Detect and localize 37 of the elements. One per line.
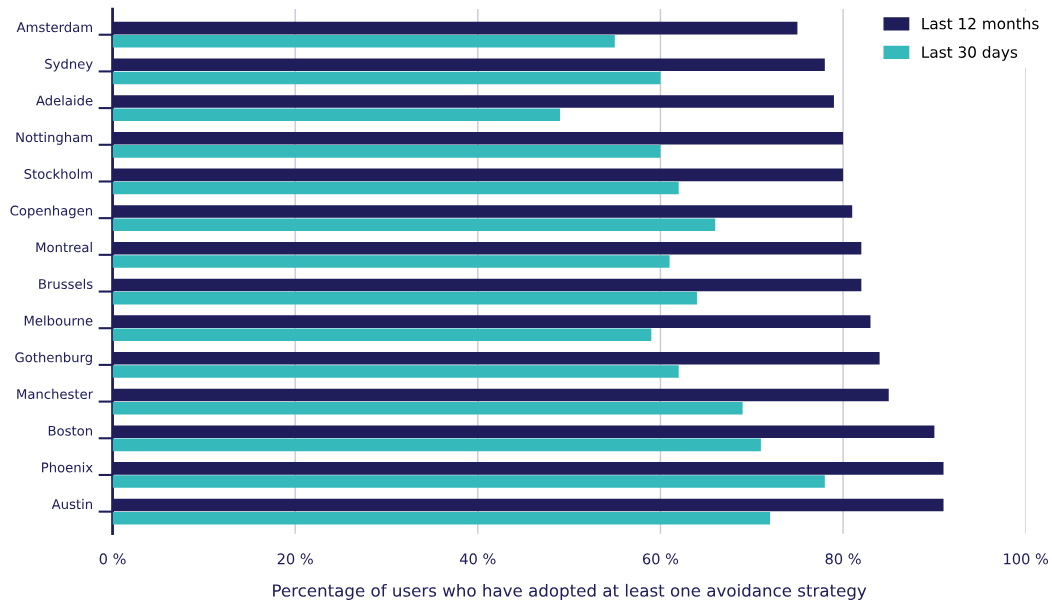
bar — [112, 108, 560, 121]
x-tick-label: 100 % — [1004, 553, 1049, 565]
legend-label: Last 12 months — [922, 17, 1039, 30]
y-tick-label: Phoenix — [42, 462, 93, 473]
bar — [112, 35, 615, 48]
x-tick-label: 0 % — [99, 553, 126, 565]
y-tick-label: Manchester — [17, 388, 94, 400]
bar — [112, 255, 670, 268]
bar — [112, 475, 825, 488]
legend-label: Last 30 days — [922, 46, 1018, 61]
x-tick-label: 80 % — [825, 553, 861, 565]
y-tick-label: Nottingham — [16, 132, 92, 145]
y-tick-label: Austin — [51, 498, 92, 510]
bar — [112, 365, 679, 378]
y-tick-label: Brussels — [39, 278, 93, 289]
x-tick-label: 20 % — [277, 553, 313, 565]
bar — [112, 218, 716, 232]
y-tick-label: Stockholm — [24, 168, 92, 179]
bar — [112, 511, 771, 525]
bar — [112, 438, 761, 452]
y-tick-label: Gothenburg — [15, 352, 92, 365]
y-tick-label: Amsterdam — [16, 21, 92, 33]
x-tick-label: 40 % — [460, 553, 496, 565]
x-axis-title: Percentage of users who have adopted at least one avoidance strategy — [273, 583, 867, 601]
bar — [112, 291, 697, 305]
y-tick-label: Montreal — [36, 242, 92, 253]
bar — [112, 71, 661, 85]
y-tick-label: Sydney — [45, 58, 93, 72]
y-tick-label: Copenhagen — [10, 205, 92, 219]
y-tick-label: Adelaide — [36, 95, 93, 106]
bar — [112, 181, 679, 195]
bar — [112, 328, 652, 342]
bar — [112, 145, 661, 158]
x-tick-label: 60 % — [642, 553, 679, 565]
y-tick-label: Boston — [48, 425, 92, 436]
bar — [112, 401, 743, 415]
y-tick-label: Melbourne — [24, 315, 93, 326]
